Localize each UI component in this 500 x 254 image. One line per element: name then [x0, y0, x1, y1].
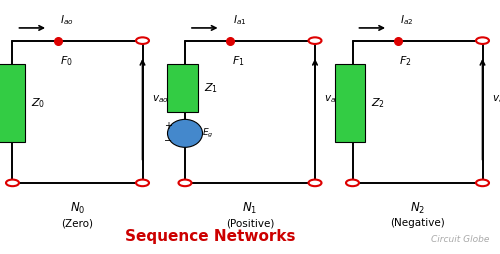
Bar — [335, 64, 365, 142]
Text: $I_{ao}$: $I_{ao}$ — [60, 13, 74, 27]
Text: Sequence Networks: Sequence Networks — [125, 229, 295, 244]
Circle shape — [136, 180, 149, 186]
Text: (Negative): (Negative) — [390, 218, 445, 228]
Text: $v_{a2}$: $v_{a2}$ — [492, 93, 500, 105]
Text: $F_0$: $F_0$ — [60, 55, 72, 68]
Text: −: − — [164, 136, 172, 146]
Circle shape — [346, 180, 359, 186]
Text: Circuit Globe: Circuit Globe — [431, 235, 489, 244]
Ellipse shape — [168, 119, 202, 147]
Circle shape — [308, 180, 322, 186]
Text: $N_2$: $N_2$ — [410, 201, 425, 216]
Circle shape — [6, 180, 19, 186]
Text: $F_1$: $F_1$ — [232, 55, 244, 68]
Text: +: + — [164, 121, 172, 131]
Text: $N_0$: $N_0$ — [70, 201, 85, 216]
Text: $F_2$: $F_2$ — [400, 55, 412, 68]
Text: $N_1$: $N_1$ — [242, 201, 258, 216]
Text: $Z_0$: $Z_0$ — [31, 96, 45, 110]
Text: $v_{a1}$: $v_{a1}$ — [324, 93, 340, 105]
Bar — [0, 64, 25, 142]
Text: $Z_1$: $Z_1$ — [204, 81, 218, 94]
Circle shape — [178, 180, 192, 186]
Text: $I_{a2}$: $I_{a2}$ — [400, 13, 414, 27]
Bar — [168, 64, 198, 112]
Text: $E_g$: $E_g$ — [202, 127, 213, 140]
Circle shape — [476, 180, 489, 186]
Text: $v_{ao}$: $v_{ao}$ — [152, 93, 168, 105]
Circle shape — [136, 37, 149, 44]
Circle shape — [308, 37, 322, 44]
Text: $I_{a1}$: $I_{a1}$ — [233, 13, 246, 27]
Circle shape — [476, 37, 489, 44]
Text: (Zero): (Zero) — [62, 218, 94, 228]
Text: (Positive): (Positive) — [226, 218, 274, 228]
Text: $Z_2$: $Z_2$ — [371, 96, 385, 110]
